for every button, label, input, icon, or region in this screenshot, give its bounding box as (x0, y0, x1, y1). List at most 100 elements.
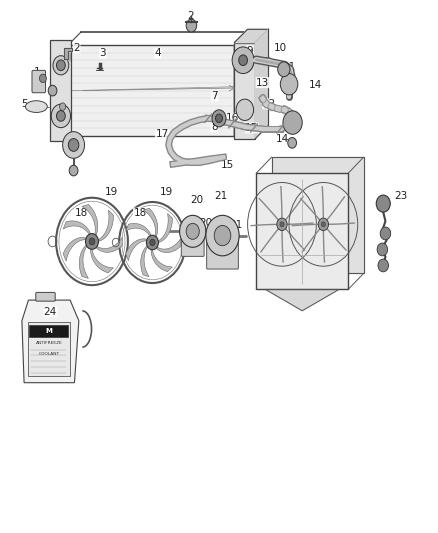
Polygon shape (96, 238, 122, 252)
Polygon shape (265, 289, 339, 311)
Circle shape (85, 233, 99, 249)
Circle shape (68, 139, 79, 151)
Polygon shape (63, 221, 91, 235)
Circle shape (51, 104, 71, 128)
Circle shape (377, 243, 388, 256)
Text: 19: 19 (105, 187, 118, 197)
Bar (28, 322, 70, 376)
Circle shape (180, 215, 206, 247)
FancyBboxPatch shape (181, 230, 204, 256)
Bar (50, 40, 71, 141)
Polygon shape (158, 213, 173, 243)
Circle shape (39, 74, 46, 83)
Text: 10: 10 (274, 43, 287, 53)
Text: 4: 4 (154, 49, 161, 58)
FancyBboxPatch shape (207, 235, 238, 269)
Circle shape (288, 138, 297, 148)
Circle shape (236, 51, 254, 72)
Text: 12: 12 (263, 99, 276, 109)
Circle shape (280, 74, 298, 95)
Text: 21: 21 (215, 191, 228, 201)
Circle shape (280, 222, 284, 227)
Circle shape (236, 99, 254, 120)
Polygon shape (156, 239, 180, 253)
Circle shape (69, 165, 78, 176)
Text: 20: 20 (191, 195, 204, 205)
Circle shape (60, 103, 66, 110)
Text: 16: 16 (226, 114, 239, 123)
Text: 8: 8 (211, 122, 218, 132)
Circle shape (232, 47, 254, 74)
Text: COOLANT: COOLANT (39, 352, 60, 356)
Circle shape (277, 218, 287, 231)
Circle shape (215, 114, 223, 123)
Polygon shape (272, 157, 364, 273)
Circle shape (53, 55, 69, 75)
Circle shape (186, 223, 199, 239)
Bar (234, 43, 255, 139)
Text: 3: 3 (99, 49, 106, 58)
Circle shape (150, 239, 155, 246)
Text: 15: 15 (245, 123, 258, 133)
Circle shape (318, 218, 328, 231)
Polygon shape (22, 300, 79, 383)
Polygon shape (234, 32, 247, 136)
Text: 7: 7 (211, 91, 218, 101)
Text: 14: 14 (276, 134, 289, 143)
Polygon shape (126, 239, 147, 261)
Text: 2: 2 (73, 43, 80, 53)
Text: 13: 13 (256, 78, 269, 87)
Text: 2: 2 (187, 11, 194, 21)
Circle shape (283, 111, 302, 134)
Text: ANTIFREEZE: ANTIFREEZE (36, 341, 63, 345)
Bar (68, 45, 234, 136)
Text: 23: 23 (394, 191, 407, 201)
Polygon shape (151, 249, 172, 272)
Bar (256, 173, 348, 289)
Polygon shape (82, 205, 98, 235)
Text: M: M (46, 328, 53, 334)
FancyBboxPatch shape (32, 70, 46, 93)
Text: 24: 24 (44, 307, 57, 317)
Circle shape (321, 222, 325, 227)
Polygon shape (141, 246, 149, 277)
Circle shape (63, 132, 85, 158)
Text: 6: 6 (71, 144, 78, 154)
Text: 5: 5 (21, 99, 28, 109)
Polygon shape (64, 48, 72, 59)
Text: 15: 15 (221, 160, 234, 170)
Circle shape (212, 110, 226, 127)
Circle shape (278, 62, 290, 77)
Text: 20: 20 (199, 218, 212, 228)
Circle shape (378, 259, 389, 272)
Text: 11: 11 (283, 62, 296, 71)
Text: 14: 14 (309, 80, 322, 90)
Text: 21: 21 (229, 221, 242, 230)
Text: 1: 1 (34, 67, 41, 77)
Text: 22: 22 (318, 183, 331, 193)
Polygon shape (255, 29, 268, 139)
FancyBboxPatch shape (36, 293, 55, 301)
Polygon shape (143, 208, 158, 237)
Text: 19: 19 (160, 187, 173, 197)
Circle shape (380, 227, 391, 240)
Polygon shape (234, 29, 268, 43)
Text: 17: 17 (155, 130, 169, 139)
Text: 9: 9 (246, 46, 253, 55)
Polygon shape (91, 249, 113, 273)
Circle shape (206, 215, 239, 256)
Circle shape (57, 60, 65, 70)
Polygon shape (79, 245, 88, 278)
Ellipse shape (25, 101, 47, 112)
Polygon shape (98, 210, 113, 241)
Circle shape (376, 195, 390, 212)
Bar (29, 325, 68, 337)
Circle shape (214, 225, 231, 246)
Circle shape (146, 235, 159, 250)
Polygon shape (126, 223, 151, 236)
Text: 18: 18 (74, 208, 88, 218)
Circle shape (239, 55, 247, 66)
Circle shape (89, 238, 95, 245)
Polygon shape (63, 238, 86, 261)
Circle shape (48, 85, 57, 96)
